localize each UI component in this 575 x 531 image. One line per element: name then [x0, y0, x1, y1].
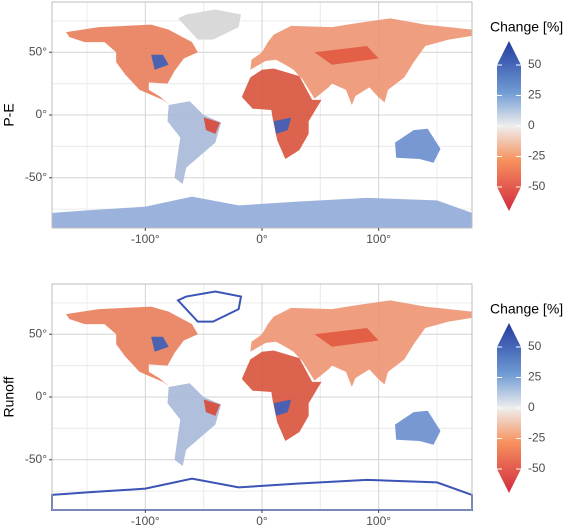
- colorbar-tick-label: -50: [528, 179, 546, 193]
- colorbar-title: Change [%]: [490, 301, 563, 317]
- greenland: [178, 9, 241, 40]
- x-tick-label: 100°: [366, 232, 391, 246]
- colorbar-tick-label: 25: [528, 88, 542, 102]
- colorbar-tick-label: -25: [528, 431, 546, 445]
- y-tick-label: 0°: [36, 107, 48, 121]
- africa: [242, 350, 322, 441]
- colorbar-tick-label: 50: [528, 57, 542, 71]
- australia: [395, 128, 441, 163]
- y-tick-label: 50°: [29, 44, 47, 58]
- patch: [203, 117, 220, 134]
- colorbar-tick-label: -25: [528, 149, 546, 163]
- antarctica: [52, 196, 472, 228]
- colorbar: [497, 323, 521, 493]
- colorbar-tick-label: 0: [528, 400, 535, 414]
- patch: [151, 336, 169, 352]
- eurasia: [250, 18, 472, 105]
- x-tick-label: 100°: [366, 514, 391, 528]
- colorbar-tick-label: 50: [528, 339, 542, 353]
- x-tick-label: 0°: [256, 514, 268, 528]
- map-panel: -100° 0° 100° -50° 0° 50° Runoff Change [%] 50 25…: [1, 283, 563, 528]
- north-america: [66, 306, 198, 387]
- x-tick-label: 0°: [256, 232, 268, 246]
- map-panel: -100° 0° 100° -50° 0° 50° P-E Change [%] 50 25 0 -2…: [1, 1, 563, 246]
- colorbar-tick-label: 25: [528, 370, 542, 384]
- colorbar-tick-label: -50: [528, 461, 546, 475]
- y-tick-label: -50°: [25, 452, 47, 466]
- greenland: [176, 290, 243, 323]
- patch: [273, 117, 292, 134]
- patch: [314, 327, 379, 347]
- australia: [395, 410, 441, 445]
- patch: [151, 54, 169, 70]
- patch: [273, 399, 292, 416]
- y-tick-label: 50°: [29, 326, 47, 340]
- x-tick-label: -100°: [131, 232, 160, 246]
- eurasia: [250, 300, 472, 387]
- x-tick-label: -100°: [131, 514, 160, 528]
- patch: [314, 45, 379, 65]
- colorbar-tick-label: 0: [528, 118, 535, 132]
- colorbar: [497, 41, 521, 211]
- patch: [203, 399, 220, 416]
- colorbar-title: Change [%]: [490, 19, 563, 35]
- y-tick-label: -50°: [25, 170, 47, 184]
- africa: [242, 68, 322, 159]
- y-axis-title: P-E: [1, 103, 17, 126]
- y-axis-title: Runoff: [1, 376, 17, 417]
- y-tick-label: 0°: [36, 389, 48, 403]
- north-america: [66, 24, 198, 105]
